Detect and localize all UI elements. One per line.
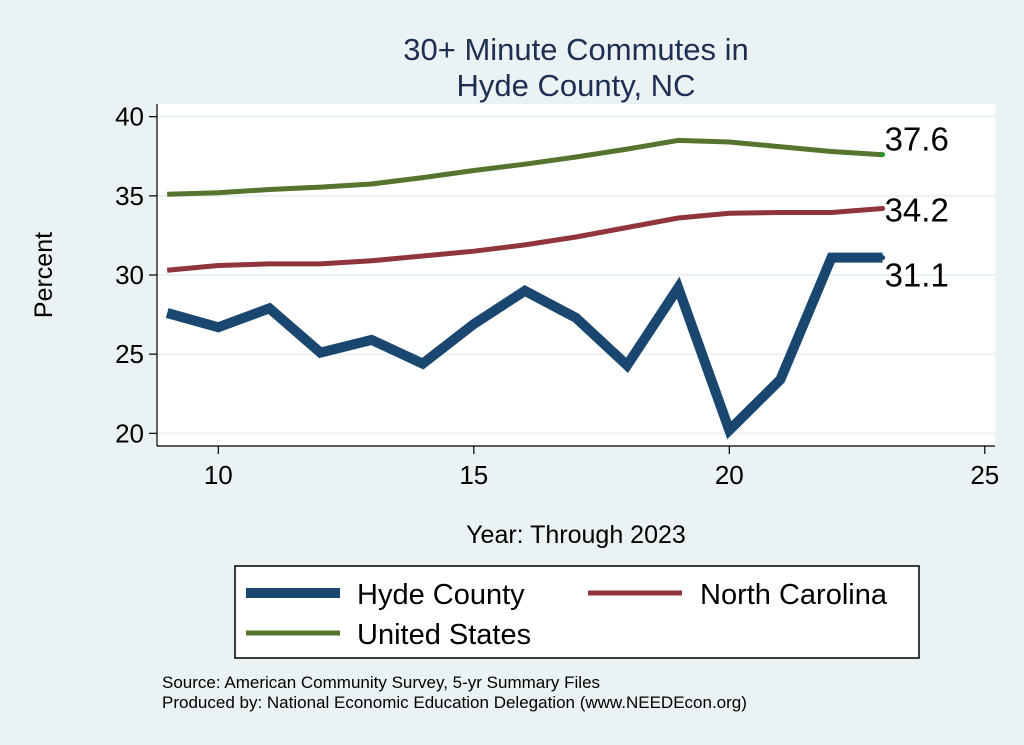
end-point-hyde-county	[880, 255, 886, 261]
y-axis-title: Percent	[30, 232, 58, 318]
x-tick-label-15: 15	[459, 460, 488, 490]
y-tick-label-25: 25	[115, 339, 144, 369]
end-label-united-states: 37.6	[885, 121, 949, 158]
x-tick-label-25: 25	[970, 460, 999, 490]
end-point-united-states	[880, 152, 886, 158]
legend: Hyde County North Carolina United States	[234, 565, 920, 659]
x-tick-label-10: 10	[204, 460, 233, 490]
series-line-north-carolina	[166, 206, 883, 273]
y-tick-label-35: 35	[115, 181, 144, 211]
source-note: Source: American Community Survey, 5-yr …	[162, 673, 600, 692]
chart-title-line-1: 30+ Minute Commutes in	[403, 32, 748, 67]
y-tick-label-30: 30	[115, 260, 144, 290]
y-tick-label-40: 40	[115, 102, 144, 132]
legend-label-hyde-county: Hyde County	[357, 579, 525, 611]
end-point-north-carolina	[880, 206, 886, 211]
legend-box	[234, 565, 920, 659]
series-line-hyde-county	[165, 252, 883, 440]
series-line-united-states	[167, 137, 883, 197]
legend-label-united-states: United States	[357, 619, 531, 651]
chart-title-line-2: Hyde County, NC	[457, 68, 696, 103]
end-label-hyde-county: 31.1	[885, 257, 949, 294]
end-labels: 37.6 34.2 31.1	[885, 121, 949, 294]
y-tick-label-20: 20	[115, 418, 144, 448]
legend-label-north-carolina: North Carolina	[700, 579, 888, 611]
x-tick-label-20: 20	[715, 460, 744, 490]
producer-note: Produced by: National Economic Education…	[162, 693, 747, 712]
grid-lines	[157, 115, 995, 435]
axes: 20 25 30 35 40 10 15 20 25	[115, 102, 999, 490]
x-axis-title: Year: Through 2023	[466, 521, 686, 549]
end-label-north-carolina: 34.2	[885, 192, 949, 229]
series-lines	[165, 137, 886, 440]
